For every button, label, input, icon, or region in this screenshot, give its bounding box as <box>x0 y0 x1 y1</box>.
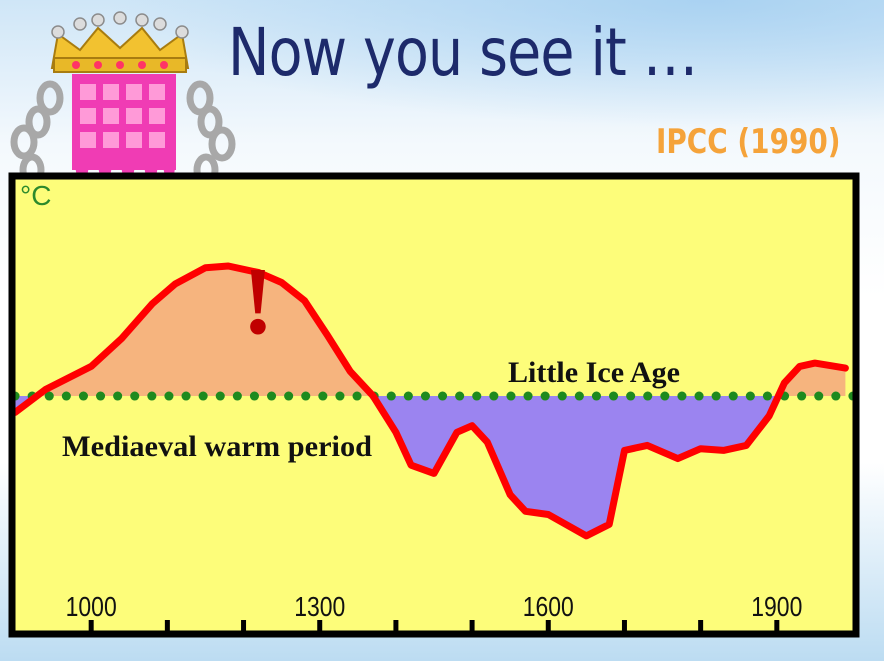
y-axis-unit-label: °C <box>20 180 51 211</box>
source-label: IPCC (1990) <box>656 122 841 162</box>
x-tick-label-1300: 1300 <box>294 592 345 623</box>
x-tick-label-1900: 1900 <box>751 592 802 623</box>
x-tick-label-1600: 1600 <box>523 592 574 623</box>
plot-frame <box>8 172 860 638</box>
warm-anomaly-area <box>36 266 846 397</box>
annotation-warm-period: Mediaeval warm period <box>62 430 372 463</box>
temperature-curve <box>11 262 849 540</box>
annotation-little-ice-age: Little Ice Age <box>508 356 680 389</box>
cold-anomaly-area <box>15 396 846 536</box>
slide-title: Now you see it … <box>228 14 698 91</box>
x-tick-label-1000: 1000 <box>66 592 117 623</box>
annotation-exclamation: ! <box>242 247 274 354</box>
